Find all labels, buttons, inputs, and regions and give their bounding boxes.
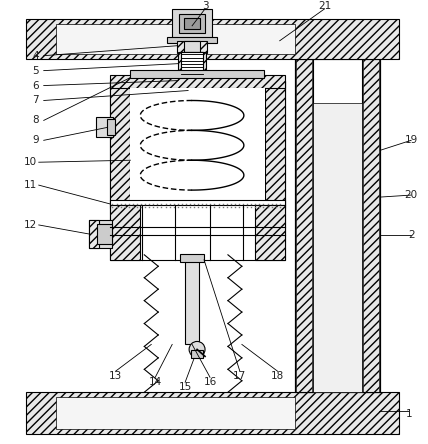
Bar xyxy=(89,220,98,248)
Text: 7: 7 xyxy=(33,95,39,106)
Text: 8: 8 xyxy=(33,115,39,125)
Bar xyxy=(26,392,399,434)
Bar xyxy=(363,59,379,392)
Text: 4: 4 xyxy=(33,51,39,61)
Bar xyxy=(294,59,380,392)
Bar xyxy=(180,254,204,262)
Bar xyxy=(312,103,363,392)
Text: 15: 15 xyxy=(178,382,192,392)
Bar xyxy=(110,200,285,208)
Text: 13: 13 xyxy=(109,371,122,381)
Bar xyxy=(255,205,285,260)
Text: 19: 19 xyxy=(404,135,418,145)
Bar xyxy=(110,205,285,260)
Bar xyxy=(294,59,312,392)
Bar xyxy=(89,220,113,248)
Bar xyxy=(181,52,203,75)
Bar xyxy=(110,80,285,205)
Text: 17: 17 xyxy=(233,371,247,381)
Text: 9: 9 xyxy=(33,135,39,145)
Text: 2: 2 xyxy=(408,230,414,240)
Text: 16: 16 xyxy=(203,377,217,387)
Text: 14: 14 xyxy=(149,377,162,387)
Bar xyxy=(172,9,212,39)
Bar xyxy=(178,52,206,75)
Text: 20: 20 xyxy=(404,190,418,200)
Bar xyxy=(56,24,294,54)
Text: 11: 11 xyxy=(24,180,37,190)
Text: 1: 1 xyxy=(406,409,413,419)
Bar xyxy=(184,18,200,29)
Text: 10: 10 xyxy=(24,157,37,167)
Text: 21: 21 xyxy=(318,1,331,11)
Bar xyxy=(26,19,399,59)
Bar xyxy=(265,80,285,205)
Text: 18: 18 xyxy=(271,371,284,381)
Bar xyxy=(95,117,113,137)
Bar xyxy=(167,37,217,43)
Bar xyxy=(96,224,113,244)
Bar xyxy=(181,52,203,75)
Bar xyxy=(188,80,196,280)
Bar xyxy=(185,255,199,345)
Bar xyxy=(131,87,265,205)
Bar xyxy=(131,70,264,78)
Bar xyxy=(110,205,140,260)
Text: 5: 5 xyxy=(33,66,39,75)
Bar xyxy=(184,41,200,53)
Text: 3: 3 xyxy=(202,1,208,11)
Text: 12: 12 xyxy=(24,220,37,230)
Bar xyxy=(191,350,203,358)
Bar xyxy=(177,75,207,87)
Bar xyxy=(110,80,131,205)
Bar xyxy=(56,397,294,429)
Bar xyxy=(296,59,312,392)
Bar xyxy=(363,59,380,392)
Bar xyxy=(110,75,285,87)
Circle shape xyxy=(189,341,205,357)
Bar xyxy=(177,41,207,53)
Bar xyxy=(179,14,205,33)
Text: 6: 6 xyxy=(33,80,39,91)
Bar xyxy=(107,119,116,135)
